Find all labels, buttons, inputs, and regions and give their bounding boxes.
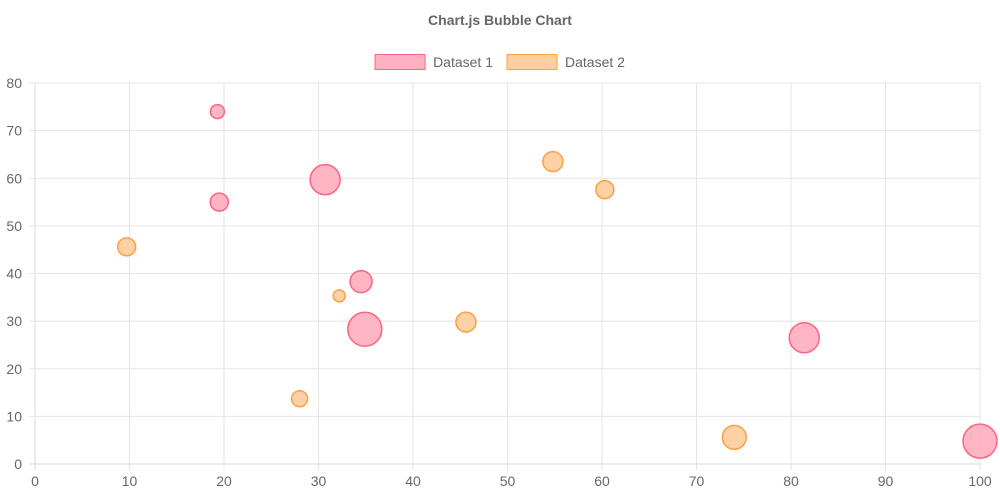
bubble-point[interactable]	[332, 289, 347, 303]
legend-swatch	[506, 54, 558, 70]
x-tick-label: 50	[500, 473, 516, 489]
legend-item[interactable]: Dataset 1	[374, 54, 493, 70]
y-tick-label: 0	[14, 456, 22, 472]
legend-item[interactable]: Dataset 2	[506, 54, 625, 70]
bubble-point[interactable]	[309, 163, 341, 196]
ticks-layer: 0 10 20 30 40 50 60 70 80 90 100 0 10 20 30 40 50 60 70 80	[6, 75, 991, 489]
x-tick-label: 80	[783, 473, 799, 489]
y-tick-label: 10	[6, 408, 22, 424]
y-tick-label: 40	[6, 266, 22, 282]
bubble-point[interactable]	[962, 423, 998, 459]
y-tick-label: 70	[6, 123, 22, 139]
grid-layer	[29, 82, 981, 470]
bubble-point[interactable]	[116, 237, 137, 257]
bubble-point[interactable]	[595, 179, 615, 200]
x-tick-label: 60	[594, 473, 610, 489]
chart-title: Chart.js Bubble Chart	[428, 12, 572, 28]
legend-label: Dataset 2	[565, 54, 625, 70]
bubble-point[interactable]	[349, 269, 373, 294]
x-tick-label: 20	[216, 473, 232, 489]
bubble-point[interactable]	[455, 311, 477, 333]
legend: Dataset 1 Dataset 2	[374, 54, 625, 70]
y-tick-label: 60	[6, 170, 22, 186]
legend-label: Dataset 1	[433, 54, 493, 70]
bubble-point[interactable]	[542, 150, 564, 173]
bubble-point[interactable]	[290, 390, 309, 408]
points-layer	[116, 103, 998, 459]
y-tick-label: 50	[6, 218, 22, 234]
x-tick-label: 100	[968, 473, 992, 489]
legend-swatch	[374, 54, 426, 70]
x-tick-label: 40	[405, 473, 421, 489]
bubble-point[interactable]	[788, 322, 820, 354]
y-tick-label: 20	[6, 361, 22, 377]
x-tick-label: 30	[311, 473, 327, 489]
bubble-point[interactable]	[209, 103, 226, 120]
bubble-point[interactable]	[209, 192, 230, 212]
x-tick-label: 90	[878, 473, 894, 489]
x-tick-label: 10	[122, 473, 138, 489]
x-tick-label: 0	[31, 473, 39, 489]
bubble-point[interactable]	[347, 311, 383, 347]
x-tick-label: 70	[689, 473, 705, 489]
y-tick-label: 30	[6, 313, 22, 329]
bubble-point[interactable]	[721, 424, 748, 451]
y-tick-label: 80	[6, 75, 22, 91]
